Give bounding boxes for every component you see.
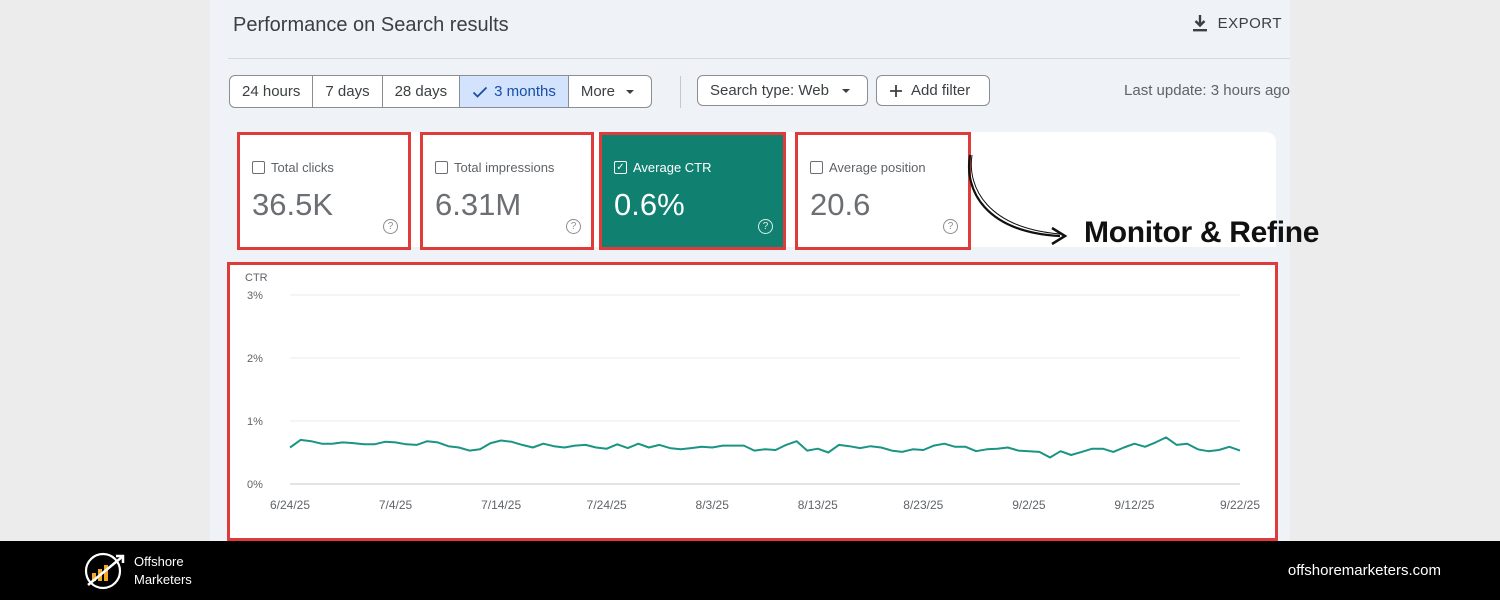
download-icon — [1192, 15, 1207, 32]
x-tick-label: 7/4/25 — [379, 498, 413, 512]
date-range-7-days[interactable]: 7 days — [313, 76, 383, 107]
brand-line-1: Offshore — [134, 554, 184, 569]
chip-label: 24 hours — [242, 83, 301, 100]
date-range-more[interactable]: More — [569, 76, 651, 107]
brand-line-2: Marketers — [134, 572, 192, 587]
y-tick-label: 0% — [247, 479, 263, 491]
header-divider — [228, 58, 1290, 59]
y-tick-label: 3% — [247, 290, 263, 302]
add-filter-button[interactable]: Add filter — [876, 75, 990, 106]
date-range-3-months[interactable]: 3 months — [460, 76, 569, 107]
x-tick-label: 8/3/25 — [696, 498, 730, 512]
annotation-label: Monitor & Refine — [1084, 216, 1320, 249]
x-tick-label: 8/13/25 — [798, 498, 838, 512]
help-icon[interactable]: ? — [758, 219, 773, 234]
metric-label: Average CTR — [633, 160, 712, 175]
metric-value: 6.31M — [435, 187, 522, 222]
chip-label: 3 months — [494, 83, 556, 100]
caret-down-icon — [841, 88, 850, 93]
help-icon[interactable]: ? — [566, 219, 581, 234]
metric-card-average-ctr[interactable]: ✓ Average CTR 0.6% ? — [599, 132, 786, 250]
metric-value: 0.6% — [614, 187, 685, 222]
brand: Offshore Marketers — [82, 551, 192, 591]
last-update-text: Last update: 3 hours ago — [1124, 82, 1290, 99]
x-tick-label: 9/12/25 — [1114, 498, 1154, 512]
checkbox-icon[interactable] — [810, 161, 823, 174]
add-filter-label: Add filter — [911, 82, 971, 99]
website-link[interactable]: offshoremarketers.com — [1287, 562, 1441, 579]
ctr-chart: CTR 3% 2% 1% 0% 6/24/25 7/4/25 7/14/25 7/24/25 8/… — [227, 262, 1278, 541]
toolbar-divider — [680, 76, 681, 108]
search-type-dropdown[interactable]: Search type: Web — [697, 75, 868, 106]
help-icon[interactable]: ? — [383, 219, 398, 234]
page-title: Performance on Search results — [233, 14, 509, 36]
footer-bar: Offshore Marketers offshoremarketers.com — [0, 541, 1500, 600]
search-type-label: Search type: Web — [710, 82, 829, 99]
x-tick-label: 6/24/25 — [270, 498, 310, 512]
metric-card-total-impressions[interactable]: Total impressions 6.31M ? — [420, 132, 594, 250]
checkbox-icon[interactable] — [252, 161, 265, 174]
x-tick-label: 7/24/25 — [587, 498, 627, 512]
y-tick-label: 1% — [247, 416, 263, 428]
ctr-series-line — [289, 436, 1241, 459]
date-range-28-days[interactable]: 28 days — [383, 76, 461, 107]
x-tick-label: 9/2/25 — [1012, 498, 1046, 512]
help-icon[interactable]: ? — [943, 219, 958, 234]
caret-down-icon — [626, 89, 635, 94]
export-label: EXPORT — [1217, 14, 1282, 32]
annotation-arrow-icon — [968, 154, 1068, 246]
offshore-marketers-logo-icon — [84, 552, 125, 590]
metric-label: Total clicks — [271, 160, 334, 175]
ctr-line-chart: CTR 3% 2% 1% 0% 6/24/25 7/4/25 7/14/25 7/24/25 8/… — [245, 272, 1260, 512]
y-axis-label: CTR — [245, 272, 268, 284]
chip-label: 28 days — [394, 83, 448, 100]
metric-label: Total impressions — [454, 160, 555, 175]
date-range-24-hours[interactable]: 24 hours — [230, 76, 314, 107]
plus-icon — [890, 84, 902, 97]
chip-label: 7 days — [325, 83, 370, 100]
checked-checkbox-icon[interactable]: ✓ — [614, 161, 627, 174]
x-tick-label: 7/14/25 — [481, 498, 521, 512]
y-tick-label: 2% — [247, 353, 263, 365]
metric-value: 20.6 — [810, 187, 871, 222]
date-range-selector: 24 hours 7 days 28 days 3 months More — [229, 75, 653, 108]
chip-label: More — [580, 83, 616, 100]
checkbox-icon[interactable] — [435, 161, 448, 174]
x-tick-label: 8/23/25 — [903, 498, 943, 512]
metric-card-average-position[interactable]: Average position 20.6 ? — [795, 132, 971, 250]
x-tick-label: 9/22/25 — [1220, 498, 1260, 512]
export-button[interactable]: EXPORT — [1192, 14, 1282, 32]
metric-value: 36.5K — [252, 187, 334, 222]
metric-label: Average position — [829, 160, 926, 175]
metric-card-total-clicks[interactable]: Total clicks 36.5K ? — [237, 132, 411, 250]
check-icon — [472, 86, 488, 98]
